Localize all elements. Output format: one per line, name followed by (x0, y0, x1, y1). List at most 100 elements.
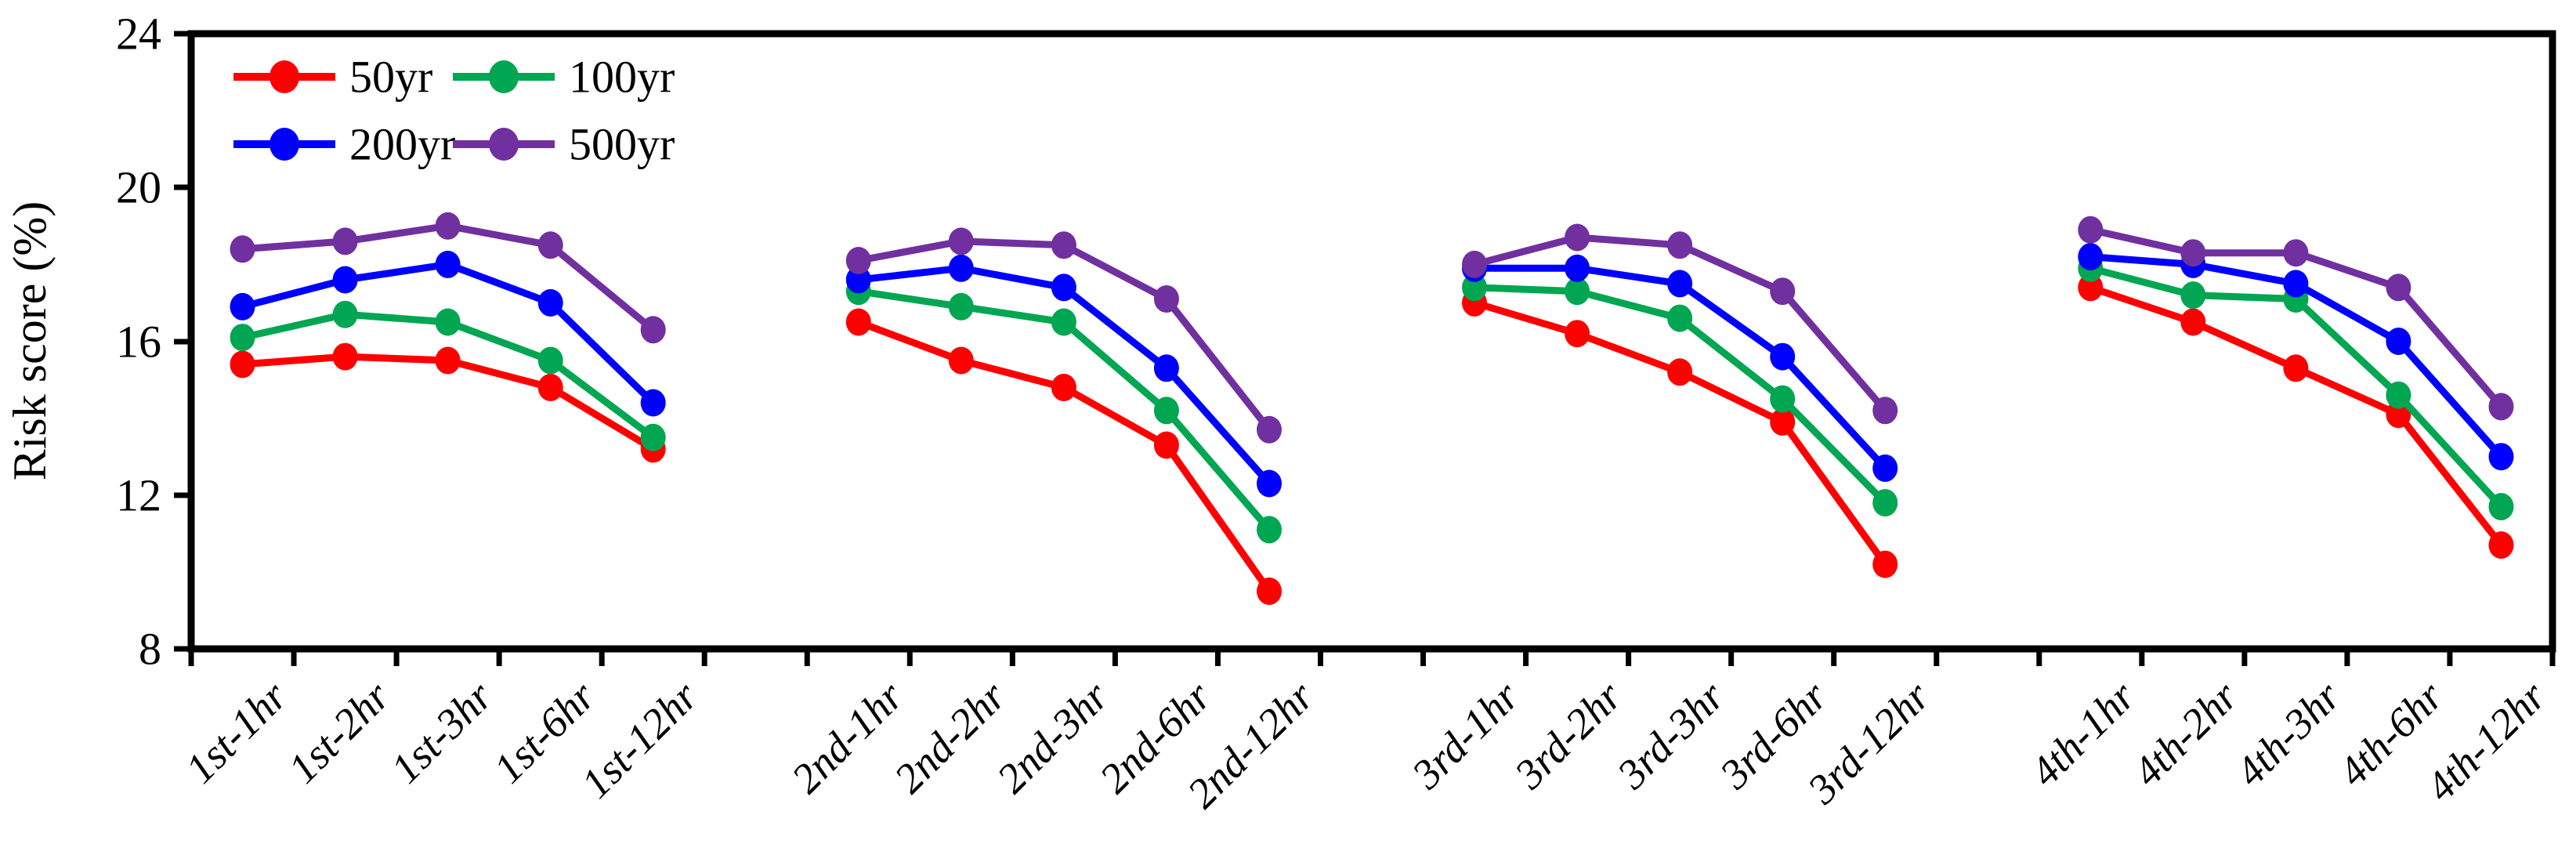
data-point-200yr-3rd-12hr (1872, 454, 1898, 482)
data-point-200yr-2nd-3hr (1051, 273, 1076, 302)
y-axis-title: Risk score (%) (4, 201, 56, 481)
data-point-50yr-2nd-1hr (845, 308, 871, 336)
x-tick-label-3rd-1hr: 3rd-1hr (1402, 672, 1529, 798)
data-point-200yr-2nd-6hr (1153, 354, 1179, 382)
data-point-200yr-2nd-2hr (948, 254, 974, 282)
data-point-500yr-4th-6hr (2386, 273, 2411, 302)
legend-label-500yr: 500yr (569, 119, 675, 170)
data-point-50yr-3rd-2hr (1565, 320, 1590, 348)
y-tick-label-8: 8 (139, 624, 161, 675)
data-point-200yr-4th-12hr (2488, 443, 2514, 471)
data-point-500yr-1st-1hr (230, 235, 255, 263)
data-point-100yr-1st-6hr (537, 346, 563, 375)
data-point-100yr-1st-1hr (230, 324, 255, 352)
data-point-500yr-1st-12hr (640, 316, 666, 344)
y-tick-label-16: 16 (116, 317, 161, 368)
series-500yr (230, 212, 2514, 444)
legend-item-50yr: 50yr (233, 52, 432, 103)
data-point-200yr-3rd-6hr (1770, 342, 1796, 371)
data-point-50yr-4th-12hr (2488, 531, 2514, 559)
x-tick-label-1st-2hr: 1st-2hr (279, 672, 399, 791)
x-tick-label-3rd-2hr: 3rd-2hr (1505, 672, 1631, 798)
data-point-100yr-3rd-12hr (1872, 489, 1898, 517)
data-point-50yr-1st-2hr (332, 342, 358, 371)
data-point-100yr-4th-6hr (2386, 381, 2411, 409)
x-tick-label-1st-1hr: 1st-1hr (176, 672, 296, 791)
data-point-200yr-1st-3hr (435, 250, 461, 278)
data-point-50yr-2nd-3hr (1051, 373, 1076, 401)
data-point-200yr-4th-3hr (2283, 270, 2309, 298)
data-point-50yr-4th-2hr (2180, 308, 2206, 336)
data-point-500yr-2nd-2hr (948, 227, 974, 255)
series-line-50yr-group4 (2086, 284, 2505, 549)
data-point-200yr-3rd-3hr (1667, 270, 1693, 298)
data-point-50yr-4th-6hr (2386, 400, 2411, 429)
data-point-100yr-4th-2hr (2180, 281, 2206, 310)
data-point-50yr-1st-3hr (435, 346, 461, 375)
plot-frame (187, 30, 2556, 653)
x-tick-label-2nd-2hr: 2nd-2hr (885, 672, 1015, 802)
data-point-200yr-1st-12hr (640, 389, 666, 417)
data-point-100yr-2nd-2hr (948, 292, 974, 321)
data-point-100yr-2nd-3hr (1051, 308, 1076, 336)
data-point-50yr-3rd-6hr (1770, 408, 1796, 436)
data-point-50yr-2nd-2hr (948, 346, 974, 375)
data-point-100yr-1st-2hr (332, 300, 358, 328)
data-point-100yr-4th-12hr (2488, 493, 2514, 520)
data-point-500yr-3rd-3hr (1667, 231, 1693, 259)
data-point-500yr-2nd-6hr (1153, 285, 1179, 313)
data-point-500yr-4th-1hr (2078, 216, 2104, 244)
legend-label-100yr: 100yr (569, 52, 675, 103)
data-point-50yr-4th-1hr (2078, 273, 2104, 302)
legend-item-100yr: 100yr (453, 52, 675, 103)
data-point-500yr-2nd-12hr (1257, 415, 1282, 444)
legend-item-500yr: 500yr (453, 119, 675, 170)
data-point-50yr-3rd-3hr (1667, 358, 1693, 386)
data-point-200yr-2nd-1hr (845, 266, 871, 294)
data-point-500yr-3rd-6hr (1770, 277, 1796, 306)
data-point-200yr-4th-6hr (2386, 328, 2411, 355)
data-point-200yr-1st-2hr (332, 266, 358, 294)
x-tick-label-4th-2hr: 4th-2hr (2124, 672, 2248, 795)
x-tick-label-2nd-1hr: 2nd-1hr (783, 672, 913, 802)
x-tick-label-1st-12hr: 1st-12hr (572, 672, 707, 807)
x-tick-label-2nd-3hr: 2nd-3hr (988, 672, 1118, 802)
series-200yr (230, 243, 2514, 498)
data-point-100yr-2nd-6hr (1153, 397, 1179, 425)
data-point-500yr-1st-6hr (537, 231, 563, 259)
x-tick-label-3rd-3hr: 3rd-3hr (1608, 672, 1734, 798)
x-tick-label-4th-1hr: 4th-1hr (2021, 672, 2145, 795)
series-50yr (230, 273, 2514, 605)
data-point-100yr-3rd-3hr (1667, 304, 1693, 332)
data-point-100yr-3rd-1hr (1462, 273, 1487, 302)
data-point-50yr-1st-1hr (230, 350, 255, 379)
data-point-200yr-2nd-12hr (1257, 469, 1282, 498)
series-100yr (230, 254, 2514, 544)
data-point-500yr-4th-12hr (2488, 393, 2514, 421)
data-point-100yr-3rd-2hr (1565, 277, 1590, 306)
y-axis-ticks (174, 31, 191, 652)
data-point-500yr-4th-3hr (2283, 239, 2309, 267)
data-point-500yr-3rd-1hr (1462, 250, 1487, 278)
data-point-500yr-4th-2hr (2180, 239, 2206, 267)
y-tick-label-20: 20 (116, 162, 161, 213)
data-point-50yr-3rd-12hr (1872, 550, 1898, 578)
data-point-50yr-2nd-12hr (1257, 577, 1282, 605)
x-tick-label-1st-3hr: 1st-3hr (382, 672, 501, 791)
y-tick-label-12: 12 (116, 470, 161, 521)
data-point-50yr-1st-6hr (537, 373, 563, 401)
data-point-100yr-1st-12hr (640, 423, 666, 451)
data-point-50yr-4th-3hr (2283, 354, 2309, 382)
data-point-500yr-3rd-12hr (1872, 397, 1898, 425)
data-point-500yr-2nd-1hr (845, 247, 871, 274)
data-point-500yr-1st-3hr (435, 212, 461, 240)
data-point-200yr-3rd-2hr (1565, 254, 1590, 282)
data-point-200yr-1st-6hr (537, 288, 563, 317)
legend-label-200yr: 200yr (349, 119, 455, 170)
data-point-100yr-3rd-6hr (1770, 385, 1796, 413)
x-axis-ticks (188, 649, 2556, 666)
data-point-500yr-1st-2hr (332, 227, 358, 255)
data-point-200yr-4th-1hr (2078, 243, 2104, 271)
